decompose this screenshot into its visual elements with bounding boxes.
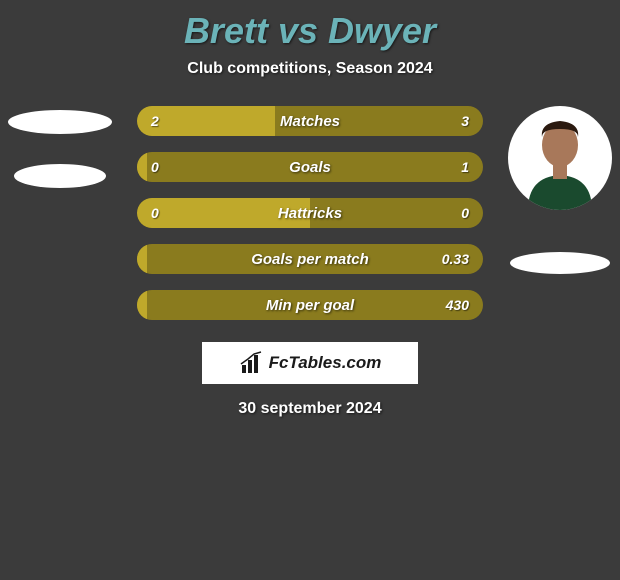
stat-label: Goals per match xyxy=(137,251,483,268)
comparison-content: 2Matches3 0Goals1 0Hattricks0 Goals per mat… xyxy=(0,106,620,418)
snapshot-date: 30 september 2024 xyxy=(0,400,620,418)
chart-icon xyxy=(239,350,265,376)
logo-text: FcTables.com xyxy=(269,353,382,373)
stat-bar: Goals per match0.33 xyxy=(137,244,483,274)
stat-label: Hattricks xyxy=(137,205,483,222)
stat-bar: 0Goals1 xyxy=(137,152,483,182)
stat-label: Min per goal xyxy=(137,297,483,314)
left-player-column xyxy=(0,106,120,188)
stats-bars: 2Matches3 0Goals1 0Hattricks0 Goals per mat… xyxy=(137,106,483,320)
left-player-avatar-placeholder xyxy=(8,110,112,134)
right-player-avatar xyxy=(508,106,612,210)
stat-label: Goals xyxy=(137,159,483,176)
stat-bar: 0Hattricks0 xyxy=(137,198,483,228)
stat-bar: 2Matches3 xyxy=(137,106,483,136)
right-player-club-placeholder xyxy=(510,252,610,274)
comparison-subtitle: Club competitions, Season 2024 xyxy=(0,60,620,78)
right-player-column xyxy=(500,106,620,274)
stat-label: Matches xyxy=(137,113,483,130)
stat-bar: Min per goal430 xyxy=(137,290,483,320)
fctables-logo[interactable]: FcTables.com xyxy=(202,342,418,384)
comparison-title: Brett vs Dwyer xyxy=(0,0,620,52)
person-icon xyxy=(520,115,600,210)
left-player-club-placeholder xyxy=(14,164,106,188)
